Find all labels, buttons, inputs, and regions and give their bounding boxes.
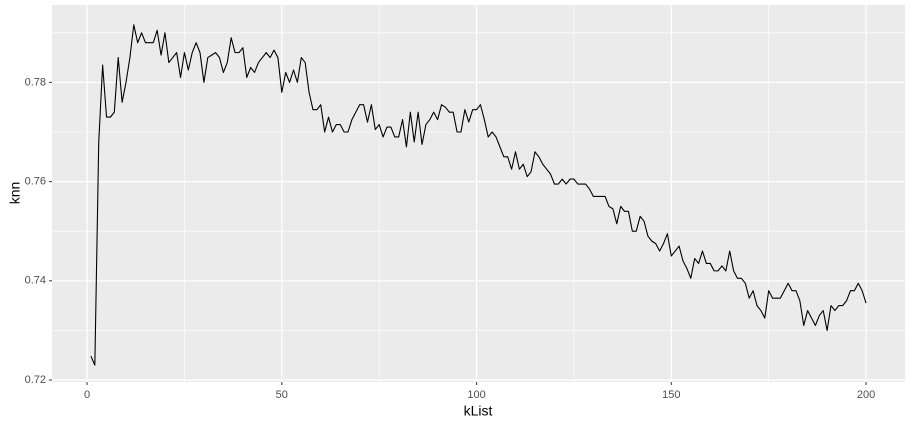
y-tick-label: 0.74 bbox=[25, 275, 46, 287]
plot-panel bbox=[52, 5, 905, 382]
x-tick-label: 200 bbox=[857, 389, 875, 401]
y-tick-label: 0.76 bbox=[25, 176, 46, 188]
x-axis-title: kList bbox=[464, 403, 493, 419]
x-tick-label: 50 bbox=[276, 389, 288, 401]
y-tick-label: 0.72 bbox=[25, 374, 46, 386]
y-tick-label: 0.78 bbox=[25, 76, 46, 88]
data-line bbox=[90, 24, 867, 366]
x-tick-label: 0 bbox=[84, 389, 90, 401]
x-tick-label: 150 bbox=[662, 389, 680, 401]
x-tick-label: 100 bbox=[467, 389, 485, 401]
y-axis-title: knn bbox=[7, 182, 23, 205]
